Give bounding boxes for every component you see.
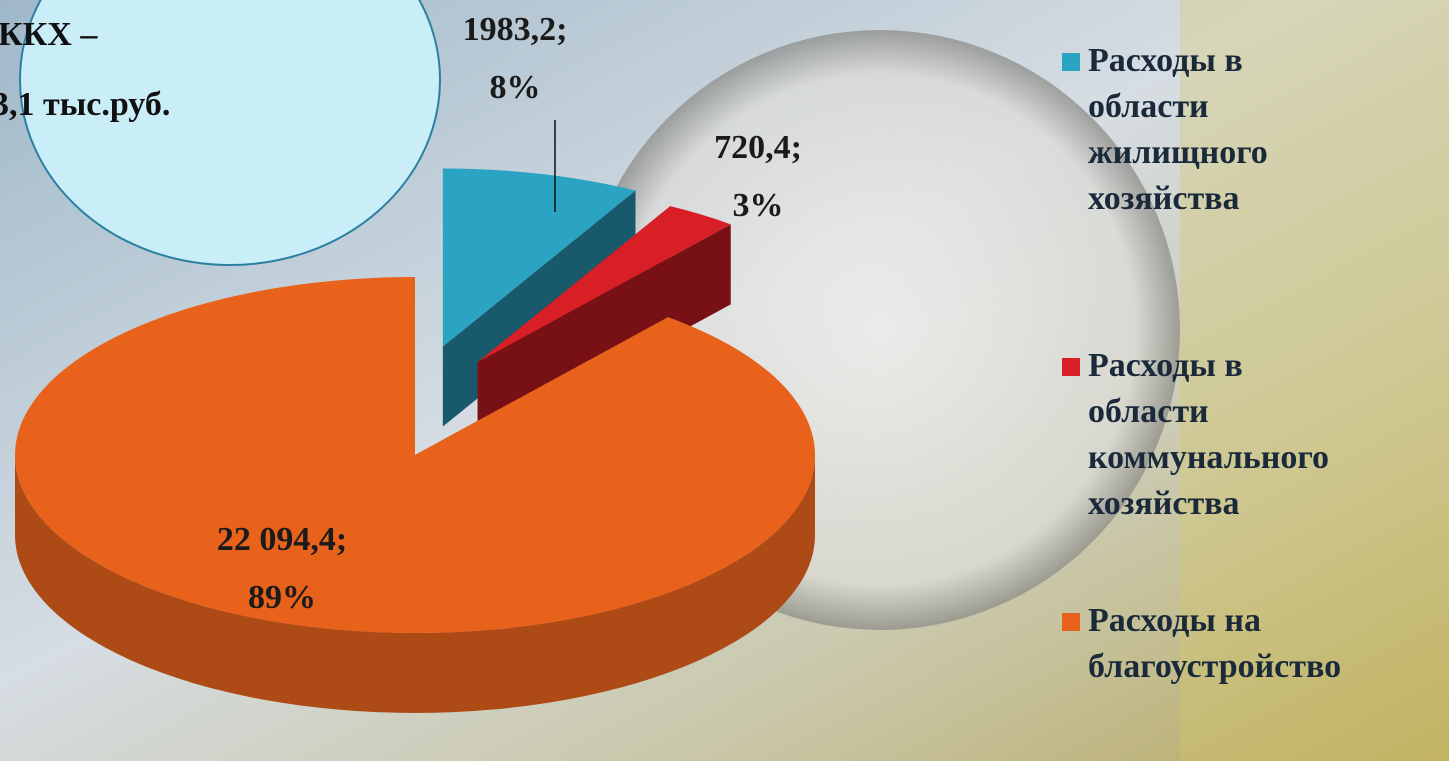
- legend: Расходы в области жилищного хозяйства Расход…: [1062, 42, 1341, 685]
- data-label: 3%: [733, 187, 784, 224]
- legend-swatch: [1062, 53, 1080, 71]
- pie-slice: [14, 276, 815, 633]
- legend-label: Расходы в области коммунального хозяйства: [1088, 347, 1329, 522]
- pipe-photo: [1180, 0, 1449, 761]
- legend-swatch: [1062, 358, 1080, 376]
- data-label: 1983,2;: [463, 11, 568, 48]
- slice-side: [15, 455, 815, 713]
- legend-swatch: [1062, 613, 1080, 631]
- data-label: 22 094,4;: [217, 521, 347, 558]
- legend-label: Расходы на благоустройство: [1088, 602, 1341, 685]
- legend-label: Расходы в области жилищного хозяйства: [1088, 42, 1268, 217]
- pie-slice: [477, 206, 731, 363]
- data-label: 8%: [490, 69, 541, 106]
- data-label: 89%: [248, 579, 316, 616]
- data-label: 720,4;: [714, 129, 802, 166]
- pie-slice: [442, 168, 636, 347]
- callout-text: ККХ –: [0, 16, 98, 53]
- callout-bubble: [19, 0, 441, 266]
- pie: 1983,2; 8% 720,4; 3% 22 094,4; 89%: [14, 11, 815, 713]
- callout-text: 3,1 тыс.руб.: [0, 86, 170, 123]
